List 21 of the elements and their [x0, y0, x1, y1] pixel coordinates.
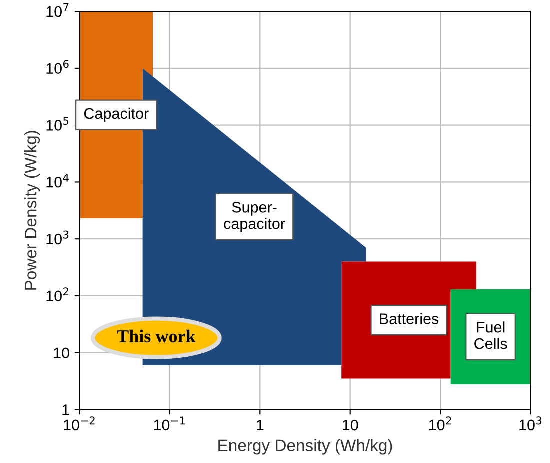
x-tick-label: 10$^{3}$ — [520, 416, 542, 431]
y-tick-label: 10$^{7}$ — [46, 3, 69, 18]
y-axis-title: Power Density (W/kg) — [24, 131, 40, 290]
x-tick-label: 10$^{−1}$ — [154, 416, 186, 431]
series-label: Fuel Cells — [474, 322, 508, 350]
series-label: Super- capacitor — [224, 202, 286, 232]
series-label: Capacitor — [84, 108, 149, 122]
y-tick-label: 10$^{4}$ — [46, 174, 69, 188]
x-tick-label: 1 — [257, 420, 264, 431]
x-tick-label: 10$^{2}$ — [429, 416, 452, 431]
y-tick-label: 1 — [62, 404, 70, 416]
x-tick-label: 10 — [343, 420, 358, 431]
y-tick-label: 10 — [54, 348, 70, 359]
y-tick-label: 10$^{3}$ — [46, 230, 69, 245]
series-label: Batteries — [380, 313, 439, 324]
y-tick-label: 10$^{5}$ — [46, 117, 69, 131]
x-tick-label: 10$^{−2}$ — [64, 416, 95, 431]
annotation: This work — [117, 330, 196, 343]
y-tick-label: 10$^{2}$ — [46, 288, 68, 302]
y-tick-label: 10$^{6}$ — [46, 60, 69, 74]
x-axis-title: Energy Density (Wh/kg) — [218, 439, 392, 455]
